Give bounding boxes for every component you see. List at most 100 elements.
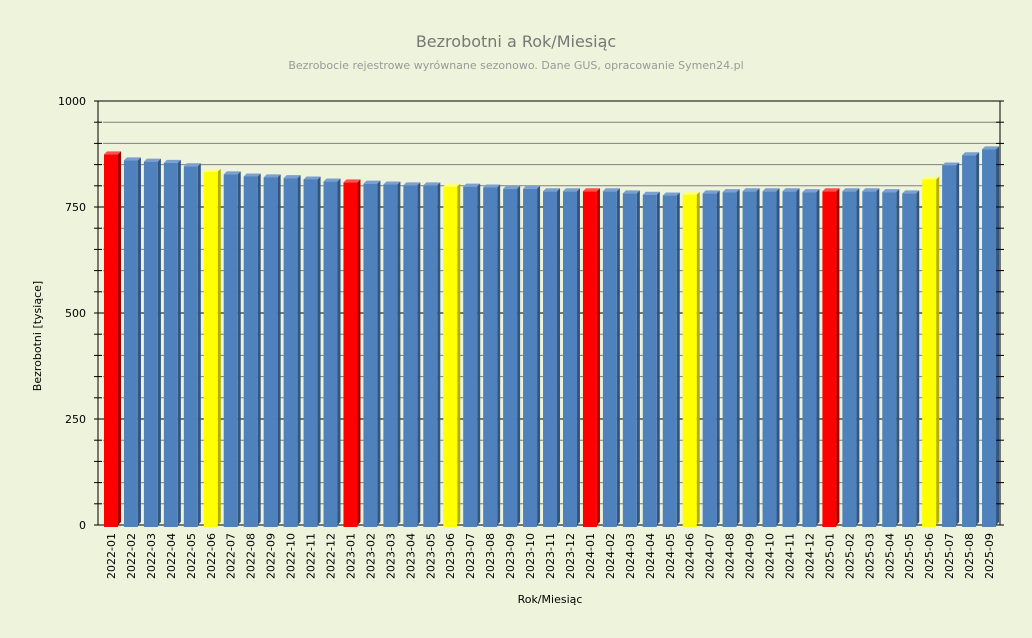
y-tick-label: 750 [65,201,86,214]
bar-top [942,162,960,166]
bar-2023-12 [562,188,580,527]
y-tick-label: 250 [65,413,86,426]
bar-side [237,171,241,526]
bar-2023-04 [403,182,421,527]
bar-front [363,183,378,527]
bar-2025-04 [882,189,900,527]
x-tick-label: 2022-11 [305,533,318,579]
bar-front [323,181,338,527]
bar-top [343,179,361,183]
x-tick-label: 2022-04 [165,533,178,579]
bar-side [656,191,660,526]
x-tick-label: 2024-02 [604,533,617,579]
bar-top [642,191,660,195]
x-tick-label: 2022-08 [245,533,258,579]
bar-2022-09 [263,174,281,527]
bar-2023-06 [443,183,461,527]
x-tick-label: 2025-02 [843,533,856,579]
bar-top [742,188,760,192]
x-tick-label: 2024-07 [704,533,717,579]
bar-front [942,165,957,527]
bar-2025-01 [822,188,840,527]
bar-2024-12 [802,189,820,527]
bar-side [756,188,760,525]
bar-side [936,176,940,525]
x-tick-labels: 2022-01 2022-02 2022-03 2022-04 2022-05 2022-… [105,533,996,579]
x-tick-label: 2022-02 [125,533,138,579]
bar-top [383,181,401,185]
bar-front [263,177,278,527]
bar-side [517,185,521,525]
x-tick-label: 2023-02 [364,533,377,579]
bar-2023-11 [543,188,561,527]
bar-top [323,178,341,182]
bar-top [822,188,840,192]
bar-2024-09 [742,188,760,527]
bar-side [157,158,161,525]
bar-top [104,151,121,155]
bar-front [243,176,258,528]
bar-side [377,180,381,525]
bar-front [622,193,637,527]
bar-front [104,154,118,527]
bar-side [716,190,720,525]
bar-top [802,189,820,193]
bar-top [922,176,940,180]
bar-side [636,190,640,525]
bar-top [303,176,321,180]
bar-front [802,192,817,527]
bar-2022-08 [243,173,261,528]
y-axis-label: Bezrobotni [tysiące] [31,281,44,391]
bar-front [343,182,358,527]
bar-front [842,191,857,527]
bar-side [137,157,141,526]
bar-top [562,188,580,192]
bar-2022-04 [163,159,181,528]
chart-title: Bezrobotni a Rok/Miesiąc [416,32,616,51]
bar-front [982,149,997,527]
x-tick-label: 2024-08 [724,533,737,579]
bar-side [477,183,481,525]
x-tick-label: 2023-12 [564,533,577,579]
bar-front [203,171,218,528]
bar-top [882,189,900,193]
bar-top [662,192,680,196]
bar-side [996,146,1000,525]
bar-front [143,161,158,527]
bar-front [223,174,238,528]
bar-side [357,179,361,525]
bar-front [483,187,498,527]
bar-side [776,188,780,525]
bar-2022-01 [104,151,121,527]
bar-side [317,176,321,525]
bar-top [602,188,620,192]
bar-top [203,168,221,172]
x-tick-label: 2024-04 [644,533,657,579]
x-tick-label: 2022-10 [285,533,298,579]
x-tick-label: 2024-03 [624,533,637,579]
bar-front [922,179,937,527]
bar-top [183,163,201,167]
bar-2024-03 [622,190,640,527]
bar-2022-11 [303,176,321,527]
bar-top [543,188,561,192]
bar-2025-03 [862,188,880,527]
bar-side [257,173,261,526]
x-tick-label: 2023-01 [344,533,357,579]
bar-front [523,188,538,527]
x-tick-label: 2024-12 [803,533,816,579]
bar-top [622,190,640,194]
bar-2024-11 [782,188,800,527]
bar-top [143,158,161,162]
bar-front [463,186,478,527]
bar-2025-05 [902,190,920,527]
bar-side [417,182,421,525]
bar-side [816,189,820,525]
bar-side [736,189,740,525]
bar-2023-02 [363,180,381,527]
bar-top [483,184,501,188]
x-tick-label: 2023-03 [384,533,397,579]
bar-2023-08 [483,184,501,527]
bar-2025-06 [922,176,940,527]
